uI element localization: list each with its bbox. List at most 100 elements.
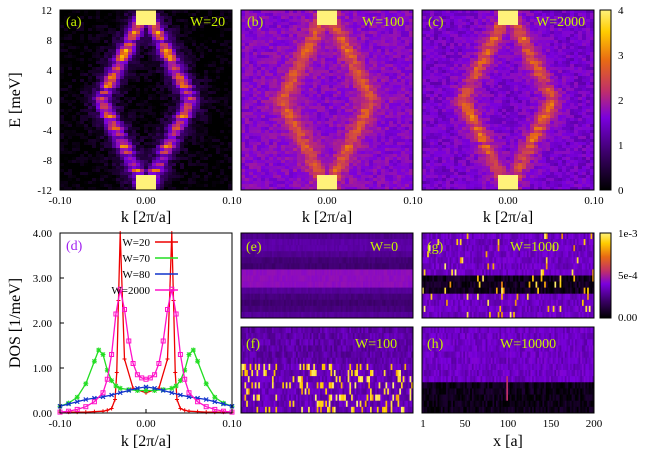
panel-a-cell xyxy=(76,178,81,182)
panel-a-cell xyxy=(128,178,133,182)
panel-b-cell xyxy=(361,169,366,173)
panel-b-cell xyxy=(357,103,362,107)
panel-a-cell xyxy=(64,28,69,32)
panel-a-cell xyxy=(212,82,217,86)
panel-a-cell xyxy=(76,184,81,188)
panel-b-cell xyxy=(277,151,282,155)
panel-a-cell xyxy=(132,112,137,116)
panel-b-cell xyxy=(249,28,254,32)
panel-a-cell xyxy=(172,16,177,20)
panel-a-cell xyxy=(188,139,193,143)
panel-a-cell xyxy=(124,169,129,173)
panel-b-cell xyxy=(361,73,366,77)
panel-b-cell xyxy=(325,133,330,137)
panel-b-cell xyxy=(373,139,378,143)
panel-a-cell xyxy=(192,43,197,47)
panel-a-cell xyxy=(228,58,233,62)
panel-b-cell xyxy=(285,169,290,173)
panel-a-cell xyxy=(208,16,213,20)
panel-b-cell xyxy=(405,109,410,113)
panel-b-cell xyxy=(261,88,266,92)
panel-a-cell xyxy=(108,139,113,143)
panel-b-cell xyxy=(349,133,354,137)
panel-a-cell xyxy=(224,82,229,86)
panel-b-cell xyxy=(317,28,322,32)
panel-b-cell xyxy=(345,10,350,14)
panel-b-cell xyxy=(329,76,334,80)
panel-a-cell xyxy=(72,100,77,104)
panel-a-cell xyxy=(164,142,169,146)
panel-b-cell xyxy=(281,94,286,98)
panel-a-cell xyxy=(208,13,213,17)
panel-b-cell xyxy=(281,151,286,155)
panel-a-cell xyxy=(204,178,209,182)
panel-b-cell xyxy=(381,85,386,89)
panel-b-cell xyxy=(257,52,262,56)
panel-a-cell xyxy=(132,169,137,173)
panel-a-cell xyxy=(72,91,77,95)
panel-b-cell xyxy=(277,82,282,86)
panel-a-cell xyxy=(152,181,157,185)
panel-b-cell xyxy=(361,37,366,41)
panel-a-cell xyxy=(168,127,173,131)
panel-b-cell xyxy=(405,82,410,86)
panel-a-cell xyxy=(160,46,165,50)
panel-a-cell xyxy=(68,10,73,14)
panel-a-cell xyxy=(96,169,101,173)
panel-a-cell xyxy=(172,121,177,125)
panel-a-cell xyxy=(184,88,189,92)
panel-a-cell xyxy=(196,115,201,119)
panel-a-cell xyxy=(152,91,157,95)
panel-a-cell xyxy=(156,130,161,134)
panel-b-cell xyxy=(329,148,334,152)
panel-a-cell xyxy=(156,37,161,41)
panel-b-cell xyxy=(273,25,278,29)
panel-a-cell xyxy=(84,16,89,20)
panel-b-cell xyxy=(249,136,254,140)
panel-a-cell xyxy=(60,10,65,14)
panel-b-cell xyxy=(317,13,322,17)
panel-a-cell xyxy=(76,91,81,95)
panel-b-cell xyxy=(329,43,334,47)
panel-a-cell xyxy=(64,160,69,164)
panel-a-cell xyxy=(84,181,89,185)
panel-b-cell xyxy=(293,163,298,167)
panel-b-cell xyxy=(393,130,398,134)
panel-a-cell xyxy=(72,133,77,137)
panel-a-cell xyxy=(192,34,197,38)
panel-b-cell xyxy=(345,106,350,110)
panel-a-cell xyxy=(76,31,81,35)
panel-b-cell xyxy=(353,136,358,140)
panel-a-cell xyxy=(204,175,209,179)
panel-b-cell xyxy=(305,52,310,56)
panel-b-cell xyxy=(305,127,310,131)
panel-b-cell xyxy=(253,139,258,143)
panel-a-cell xyxy=(224,43,229,47)
panel-a-cell xyxy=(88,88,93,92)
panel-a-cell xyxy=(220,52,225,56)
panel-b-cell xyxy=(377,112,382,116)
panel-b-cell xyxy=(337,64,342,68)
panel-a-cell xyxy=(228,79,233,83)
panel-a-cell xyxy=(188,79,193,83)
panel-a-cell xyxy=(216,133,221,137)
panel-b-cell xyxy=(357,133,362,137)
panel-a-cell xyxy=(204,64,209,68)
panel-b-cell xyxy=(401,10,406,14)
panel-b-cell xyxy=(297,121,302,125)
panel-b-cell xyxy=(313,73,318,77)
panel-a-cell xyxy=(76,148,81,152)
panel-b-cell xyxy=(285,133,290,137)
panel-a-cell xyxy=(92,184,97,188)
panel-b-cell xyxy=(397,100,402,104)
panel-b-cell xyxy=(337,46,342,50)
panel-a-cell xyxy=(172,106,177,110)
panel-b-cell xyxy=(325,142,330,146)
panel-b-cell xyxy=(385,136,390,140)
panel-a-cell xyxy=(216,118,221,122)
panel-a-cell xyxy=(176,52,181,56)
panel-a-cell xyxy=(176,115,181,119)
panel-a-cell xyxy=(92,130,97,134)
panel-a-cell xyxy=(188,88,193,92)
panel-a-cell xyxy=(80,55,85,59)
